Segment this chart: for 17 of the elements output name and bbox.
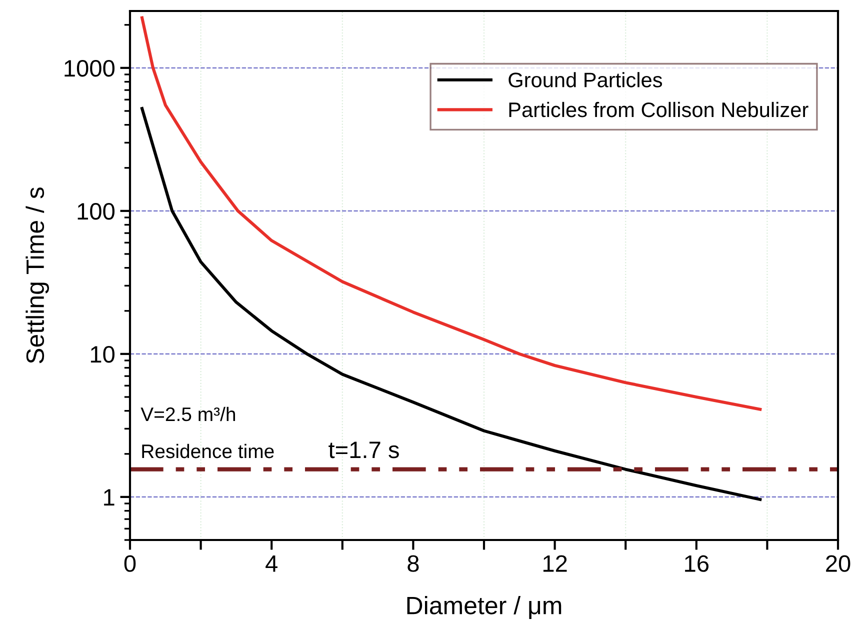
x-tick-label: 0 — [124, 555, 136, 572]
annotation: V=2.5 m³/h — [140, 406, 236, 422]
y-tick-label: 10 — [90, 346, 114, 363]
y-tick-label: 1 — [104, 489, 114, 506]
legend-label: Ground Particles — [508, 72, 662, 88]
y-axis-title: Settling Time / s — [26, 187, 50, 364]
x-tick-label: 16 — [685, 555, 708, 572]
annotation: Residence time — [142, 444, 274, 458]
x-axis-title: Diameter / μm — [407, 596, 562, 619]
y-tick-label: 1000 — [64, 60, 114, 77]
x-tick-label: 20 — [826, 555, 850, 572]
annotation: t=1.7 s — [328, 442, 399, 458]
x-tick-label: 12 — [543, 555, 567, 572]
x-tick-label: 4 — [266, 555, 278, 572]
legend-label: Particles from Collison Nebulizer — [509, 102, 808, 118]
x-tick-label: 8 — [408, 555, 419, 572]
y-tick-label: 100 — [78, 202, 114, 220]
